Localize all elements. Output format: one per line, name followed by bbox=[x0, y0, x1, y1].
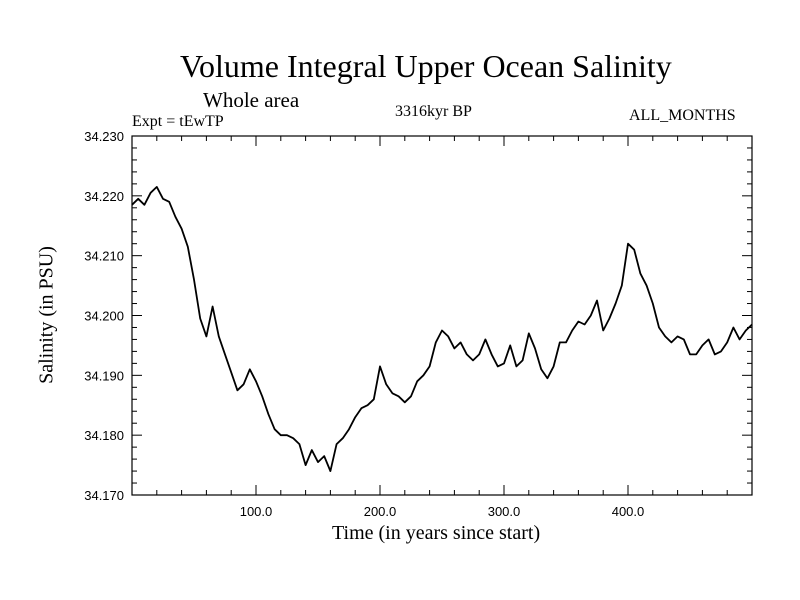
period-label: 3316kyr BP bbox=[395, 103, 472, 120]
y-tick-label: 34.210 bbox=[84, 249, 124, 264]
plot-frame bbox=[131, 135, 753, 496]
salinity-series-line bbox=[131, 186, 753, 472]
y-tick-label: 34.230 bbox=[84, 129, 124, 144]
chart-title: Volume Integral Upper Ocean Salinity bbox=[180, 48, 672, 84]
x-tick-label: 100.0 bbox=[240, 504, 273, 519]
chart-subtitle: Whole area bbox=[203, 88, 300, 112]
x-tick-label: 400.0 bbox=[612, 504, 645, 519]
x-tick-label: 300.0 bbox=[488, 504, 521, 519]
y-tick-label: 34.220 bbox=[84, 189, 124, 204]
expt-label: Expt = tEwTP bbox=[132, 113, 224, 130]
tick-layer: 100.0 200.0 300.0 400.0 34.170 34.180 34.190 34… bbox=[84, 129, 752, 519]
months-label: ALL_MONTHS bbox=[629, 107, 736, 124]
y-tick-label: 34.190 bbox=[84, 368, 124, 383]
x-axis-label: Time (in years since start) bbox=[332, 522, 541, 544]
y-tick-label: 34.200 bbox=[84, 309, 124, 324]
y-tick-label: 34.180 bbox=[84, 428, 124, 443]
y-tick-label: 34.170 bbox=[84, 488, 124, 503]
x-tick-label: 200.0 bbox=[364, 504, 397, 519]
